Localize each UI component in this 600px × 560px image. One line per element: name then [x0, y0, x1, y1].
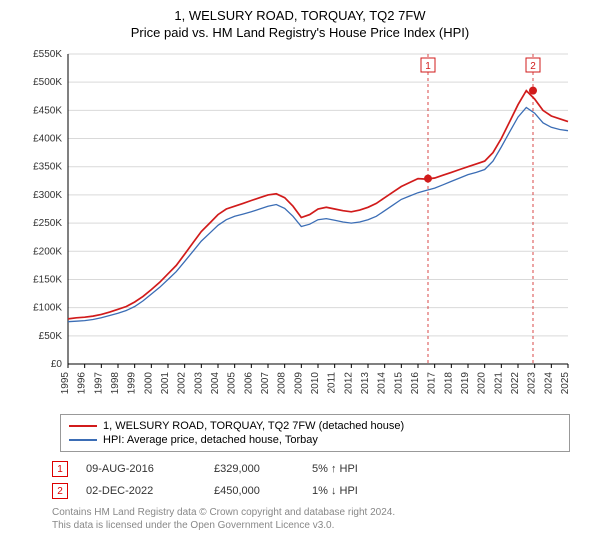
marker-row: 1 09-AUG-2016 £329,000 5% ↑ HPI — [52, 458, 570, 480]
svg-text:2001: 2001 — [160, 372, 171, 395]
svg-text:2013: 2013 — [360, 372, 371, 395]
legend-color-swatch — [69, 425, 97, 427]
svg-text:2010: 2010 — [310, 372, 321, 395]
svg-text:2024: 2024 — [543, 372, 554, 395]
svg-text:£150K: £150K — [33, 274, 62, 285]
svg-text:2015: 2015 — [393, 372, 404, 395]
svg-text:2018: 2018 — [443, 372, 454, 395]
svg-text:2020: 2020 — [477, 372, 488, 395]
svg-text:2008: 2008 — [277, 372, 288, 395]
svg-text:£100K: £100K — [33, 303, 62, 314]
svg-text:2023: 2023 — [527, 372, 538, 395]
svg-text:£350K: £350K — [33, 162, 62, 173]
svg-text:£300K: £300K — [33, 190, 62, 201]
page-container: 1, WELSURY ROAD, TORQUAY, TQ2 7FW Price … — [0, 0, 600, 560]
svg-text:£450K: £450K — [33, 105, 62, 116]
svg-text:2009: 2009 — [293, 372, 304, 395]
page-subtitle: Price paid vs. HM Land Registry's House … — [0, 23, 600, 46]
svg-text:2012: 2012 — [343, 372, 354, 395]
marker-price: £329,000 — [214, 463, 294, 475]
svg-text:1998: 1998 — [110, 372, 121, 395]
legend: 1, WELSURY ROAD, TORQUAY, TQ2 7FW (detac… — [60, 414, 570, 452]
svg-text:2006: 2006 — [243, 372, 254, 395]
svg-text:1: 1 — [425, 61, 431, 72]
marker-table: 1 09-AUG-2016 £329,000 5% ↑ HPI 2 02-DEC-2022… — [52, 458, 570, 502]
svg-text:1997: 1997 — [93, 372, 104, 395]
svg-text:1995: 1995 — [60, 372, 71, 395]
page-title: 1, WELSURY ROAD, TORQUAY, TQ2 7FW — [0, 0, 600, 23]
legend-row: HPI: Average price, detached house, Torb… — [69, 433, 561, 447]
marker-delta: 5% ↑ HPI — [312, 463, 358, 475]
svg-text:2011: 2011 — [327, 372, 338, 394]
footer-line-2: This data is licensed under the Open Gov… — [52, 519, 570, 532]
svg-text:2: 2 — [530, 61, 536, 72]
svg-text:1999: 1999 — [127, 372, 138, 395]
svg-text:2007: 2007 — [260, 372, 271, 395]
legend-color-swatch — [69, 439, 97, 441]
marker-date: 09-AUG-2016 — [86, 463, 196, 475]
footer: Contains HM Land Registry data © Crown c… — [52, 506, 570, 532]
svg-text:2022: 2022 — [510, 372, 521, 395]
svg-text:2003: 2003 — [193, 372, 204, 395]
svg-text:1996: 1996 — [77, 372, 88, 395]
svg-text:£400K: £400K — [33, 134, 62, 145]
marker-badge: 1 — [52, 461, 68, 477]
svg-text:2019: 2019 — [460, 372, 471, 395]
svg-text:2016: 2016 — [410, 372, 421, 395]
svg-text:2004: 2004 — [210, 372, 221, 395]
svg-text:2002: 2002 — [177, 372, 188, 395]
chart-area: £0 £50K £100K £150K £200K £250K £300K £350K £400… — [20, 46, 580, 406]
marker-price: £450,000 — [214, 485, 294, 497]
svg-text:£50K: £50K — [39, 331, 63, 342]
marker-row: 2 02-DEC-2022 £450,000 1% ↓ HPI — [52, 480, 570, 502]
svg-text:2021: 2021 — [493, 372, 504, 395]
legend-row: 1, WELSURY ROAD, TORQUAY, TQ2 7FW (detac… — [69, 419, 561, 433]
svg-text:2000: 2000 — [143, 372, 154, 395]
svg-text:£200K: £200K — [33, 246, 62, 257]
marker-date: 02-DEC-2022 — [86, 485, 196, 497]
marker-badge: 2 — [52, 483, 68, 499]
svg-text:2005: 2005 — [227, 372, 238, 395]
svg-text:2014: 2014 — [377, 372, 388, 395]
svg-text:£0: £0 — [51, 359, 63, 370]
marker-delta: 1% ↓ HPI — [312, 485, 358, 497]
svg-text:£500K: £500K — [33, 77, 62, 88]
svg-text:£550K: £550K — [33, 49, 62, 60]
legend-label: HPI: Average price, detached house, Torb… — [103, 434, 318, 446]
svg-text:2025: 2025 — [560, 372, 571, 395]
footer-line-1: Contains HM Land Registry data © Crown c… — [52, 506, 570, 519]
svg-text:2017: 2017 — [427, 372, 438, 395]
svg-text:£250K: £250K — [33, 218, 62, 229]
legend-label: 1, WELSURY ROAD, TORQUAY, TQ2 7FW (detac… — [103, 420, 404, 432]
line-chart: £0 £50K £100K £150K £200K £250K £300K £350K £400… — [20, 46, 580, 406]
